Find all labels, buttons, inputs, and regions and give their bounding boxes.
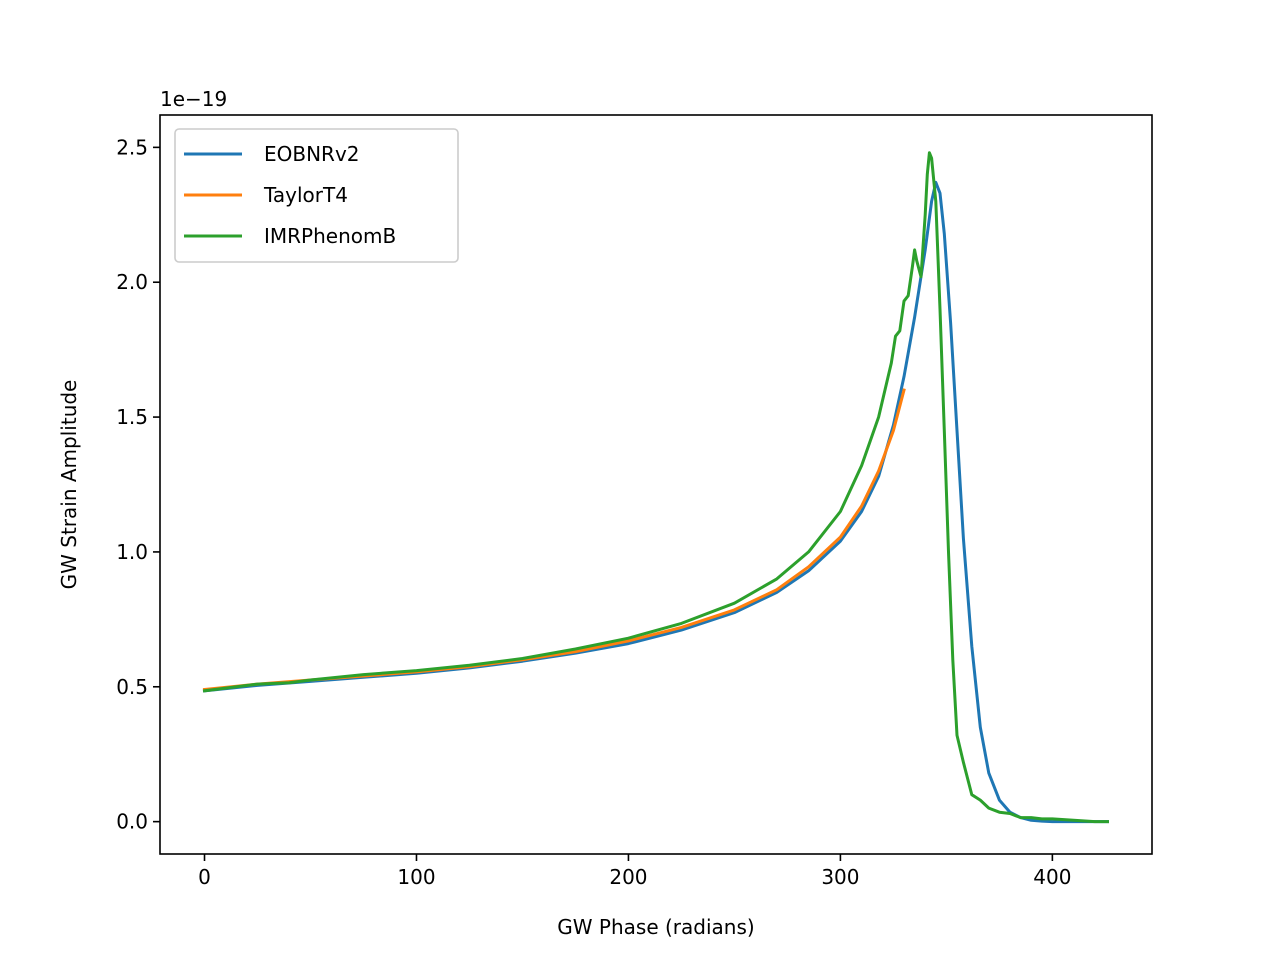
legend-label-taylort4: TaylorT4	[263, 183, 348, 207]
y-tick-label: 1.5	[116, 405, 148, 429]
x-axis-label: GW Phase (radians)	[557, 915, 754, 939]
x-tick-label: 100	[397, 865, 435, 889]
y-tick-label: 1.0	[116, 540, 148, 564]
x-tick-label: 300	[821, 865, 859, 889]
x-tick-label: 0	[198, 865, 211, 889]
legend-box	[174, 128, 459, 263]
y-axis-label: GW Strain Amplitude	[57, 380, 81, 590]
x-axis: 0 100 200 300 400	[198, 854, 1071, 889]
y-axis: 0.0 0.5 1.0 1.5 2.0 2.5	[116, 135, 160, 834]
y-tick-label: 2.0	[116, 270, 148, 294]
legend: EOBNRv2 TaylorT4 IMRPhenomB	[174, 128, 459, 263]
y-tick-label: 0.0	[116, 810, 148, 834]
legend-label-imrphenomb: IMRPhenomB	[264, 224, 396, 248]
x-tick-label: 400	[1033, 865, 1071, 889]
legend-label-eobnrv2: EOBNRv2	[264, 142, 360, 166]
y-tick-label: 0.5	[116, 675, 148, 699]
x-tick-label: 200	[609, 865, 647, 889]
y-tick-label: 2.5	[116, 135, 148, 159]
plot-frame	[159, 114, 1153, 855]
series-line-imrphenomb	[202, 151, 1109, 824]
plot-lines	[202, 151, 1109, 824]
y-offset-label: 1e−19	[160, 87, 227, 111]
